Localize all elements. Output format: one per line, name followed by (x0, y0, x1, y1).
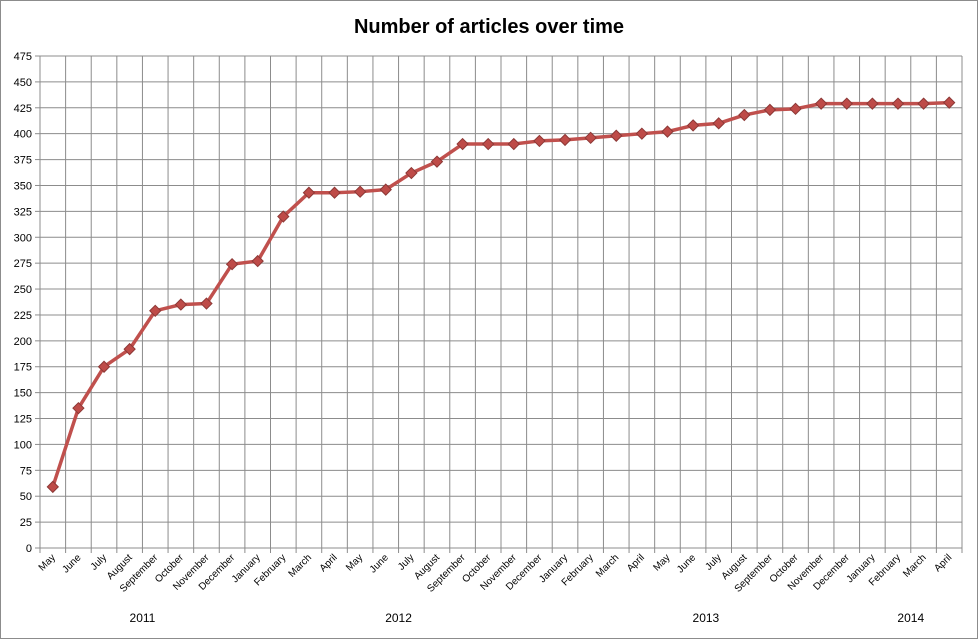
data-point (379, 183, 392, 196)
data-point (891, 97, 905, 110)
y-tick-label: 275 (14, 258, 32, 270)
data-point (251, 254, 264, 268)
data-point (72, 401, 85, 415)
y-tick-label: 75 (20, 465, 32, 477)
data-point (149, 304, 162, 318)
data-point (277, 210, 290, 223)
axes (35, 55, 963, 549)
data-point (712, 117, 725, 130)
data-point (866, 97, 879, 110)
data-point (686, 119, 700, 132)
data-point (507, 137, 521, 151)
x-tick-label: April (625, 552, 647, 574)
data-point (481, 137, 495, 151)
x-tick-label: July (396, 552, 416, 572)
data-point (456, 137, 469, 151)
y-tick-label: 25 (20, 517, 32, 529)
x-tick-label: March (594, 552, 621, 579)
data-point (635, 127, 649, 140)
x-tick-label: March (287, 552, 314, 579)
y-tick-label: 175 (14, 362, 32, 374)
year-label: 2011 (130, 611, 156, 625)
year-labels: 2011 2012 2013 2014 (130, 611, 925, 625)
x-tick-label: July (703, 552, 723, 572)
year-label: 2013 (693, 611, 720, 625)
y-tick-label: 325 (14, 206, 32, 218)
data-point (97, 360, 111, 373)
data-point (174, 298, 188, 311)
x-tick-label: May (651, 552, 672, 573)
data-point (840, 97, 853, 110)
y-tick-label: 300 (14, 232, 32, 244)
year-label: 2014 (897, 611, 924, 625)
data-point (405, 166, 418, 180)
y-tick-label: 475 (14, 51, 32, 63)
data-point (814, 97, 828, 110)
data-point (302, 186, 316, 199)
data-point (123, 342, 136, 356)
y-tick-label: 450 (14, 77, 32, 89)
data-point (610, 129, 623, 142)
series-articles (46, 96, 956, 494)
data-point (46, 480, 60, 494)
y-tick-label: 350 (14, 180, 32, 192)
y-tick-label: 200 (14, 336, 32, 348)
x-tick-label: July (89, 552, 109, 572)
x-tick-label: June (368, 552, 391, 575)
x-tick-label: June (60, 552, 83, 575)
x-axis-ticks: May June JulyAugustSeptemberOctoberNovembe… (37, 552, 955, 595)
data-point (917, 97, 930, 110)
y-tick-label: 50 (20, 491, 32, 503)
y-tick-label: 400 (14, 129, 32, 141)
chart-title: Number of articles over time (354, 16, 624, 38)
x-tick-label: April (932, 552, 954, 574)
data-point (558, 133, 572, 147)
data-point (738, 108, 751, 122)
data-point (430, 155, 444, 168)
data-point (942, 96, 956, 109)
data-point (353, 185, 367, 198)
data-point (661, 125, 674, 138)
data-point (533, 134, 546, 148)
data-point (328, 186, 341, 199)
data-point (225, 257, 239, 271)
y-tick-label: 100 (14, 439, 32, 451)
data-point (789, 102, 802, 116)
year-label: 2012 (385, 611, 412, 625)
data-point (763, 103, 777, 117)
x-tick-label: May (344, 552, 365, 573)
data-point (584, 131, 597, 145)
y-tick-label: 375 (14, 155, 32, 167)
y-tick-label: 225 (14, 310, 32, 322)
x-tick-label: May (37, 552, 58, 573)
y-tick-label: 0 (26, 543, 32, 555)
y-tick-label: 250 (14, 284, 32, 296)
y-tick-label: 125 (14, 414, 32, 426)
y-axis-ticks: 0 25 50 75 100 125 150 175 200 225 250 275 300 325 350… (14, 51, 32, 555)
y-tick-label: 150 (14, 388, 32, 400)
x-tick-label: March (901, 552, 928, 579)
data-point (200, 297, 213, 310)
x-tick-label: April (318, 552, 340, 574)
x-tick-label: June (675, 552, 698, 575)
y-tick-label: 425 (14, 103, 32, 115)
